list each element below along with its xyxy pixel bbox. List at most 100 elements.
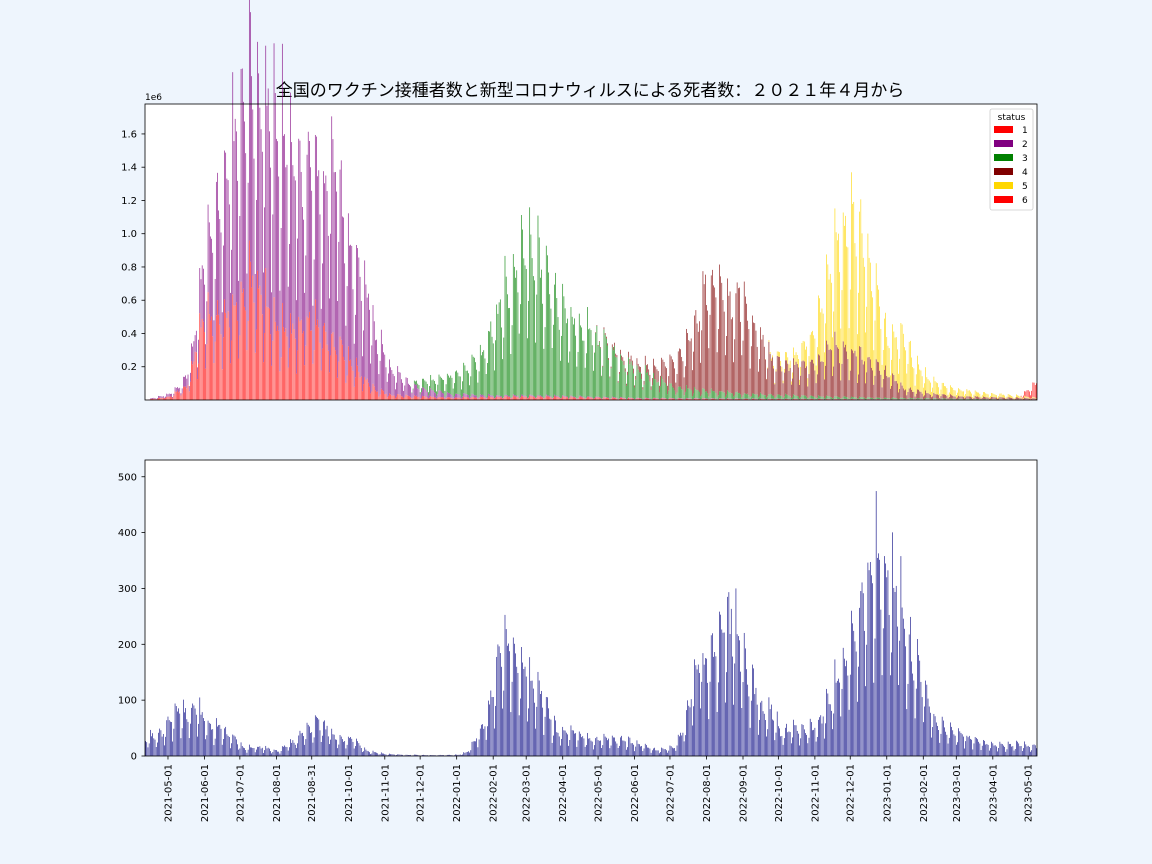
bar-series-1 bbox=[363, 384, 364, 400]
bar-series-2 bbox=[322, 263, 323, 349]
bar-series-1 bbox=[228, 327, 230, 400]
bar-series-deaths bbox=[191, 707, 192, 756]
bar-series-4 bbox=[847, 359, 849, 398]
bar-series-2 bbox=[263, 272, 264, 363]
bar-series-4 bbox=[996, 397, 997, 400]
bar-series-3 bbox=[755, 394, 757, 399]
bar-series-1 bbox=[646, 398, 647, 400]
bar-series-deaths bbox=[959, 731, 961, 756]
bar-series-2 bbox=[476, 395, 478, 398]
bar-series-3 bbox=[550, 308, 552, 397]
bar-series-3 bbox=[596, 325, 598, 397]
bar-series-3 bbox=[795, 395, 797, 399]
bar-series-deaths bbox=[987, 744, 989, 756]
bar-series-1 bbox=[723, 399, 725, 400]
bar-series-1 bbox=[660, 399, 661, 400]
bar-series-4 bbox=[673, 362, 674, 389]
bar-series-3 bbox=[822, 396, 824, 399]
bar-series-3 bbox=[772, 395, 773, 399]
bar-series-2 bbox=[633, 398, 634, 399]
bar-series-3 bbox=[921, 398, 923, 400]
bar-series-1 bbox=[281, 303, 283, 400]
bar-series-2 bbox=[298, 138, 300, 317]
bar-series-deaths bbox=[372, 750, 374, 756]
bar-series-3 bbox=[700, 396, 701, 400]
bar-series-6 bbox=[1026, 390, 1028, 397]
bar-series-deaths bbox=[237, 744, 238, 756]
bar-series-deaths bbox=[920, 681, 922, 756]
bar-series-1 bbox=[475, 397, 476, 400]
bar-series-2 bbox=[195, 330, 197, 353]
bar-series-1 bbox=[593, 398, 594, 400]
bar-series-1 bbox=[522, 396, 523, 400]
bar-series-2 bbox=[520, 397, 521, 398]
bar-series-4 bbox=[755, 330, 757, 395]
bar-series-4 bbox=[596, 325, 598, 326]
bar-series-deaths bbox=[558, 736, 560, 756]
bar-series-2 bbox=[165, 396, 166, 398]
bar-series-4 bbox=[622, 357, 624, 362]
y-tick-label: 1.6 bbox=[121, 129, 137, 140]
bar-series-4 bbox=[748, 329, 750, 396]
bar-series-deaths bbox=[593, 749, 594, 756]
bar-series-2 bbox=[502, 398, 503, 399]
bar-series-4 bbox=[763, 346, 765, 396]
bar-series-deaths bbox=[543, 734, 545, 756]
bar-series-1 bbox=[653, 398, 654, 400]
bar-series-deaths bbox=[505, 629, 507, 756]
bar-series-3 bbox=[497, 313, 499, 396]
bar-series-3 bbox=[809, 395, 811, 399]
bar-series-deaths bbox=[164, 745, 165, 756]
bar-series-1 bbox=[193, 361, 195, 400]
bar-series-2 bbox=[373, 321, 375, 387]
bar-series-1 bbox=[390, 394, 391, 400]
bar-series-1 bbox=[307, 317, 309, 400]
bar-series-deaths bbox=[657, 750, 659, 756]
bar-series-4 bbox=[1030, 399, 1031, 400]
bar-series-4 bbox=[926, 393, 928, 399]
bar-series-3 bbox=[902, 398, 904, 400]
bar-series-1 bbox=[562, 396, 564, 400]
bar-series-5 bbox=[785, 352, 786, 361]
bar-series-5 bbox=[818, 295, 819, 355]
bar-series-deaths bbox=[476, 738, 478, 756]
bar-series-3 bbox=[708, 396, 710, 400]
bar-series-1 bbox=[779, 399, 780, 400]
bar-series-1 bbox=[570, 396, 572, 400]
bar-series-2 bbox=[411, 393, 413, 399]
bar-series-1 bbox=[335, 350, 336, 400]
bar-series-2 bbox=[646, 397, 647, 399]
bar-series-deaths bbox=[247, 749, 249, 756]
bar-series-1 bbox=[395, 398, 396, 400]
bar-series-1 bbox=[292, 323, 294, 400]
bar-series-deaths bbox=[430, 755, 432, 756]
bar-series-deaths bbox=[851, 610, 852, 756]
bar-series-2 bbox=[499, 396, 501, 398]
bar-series-2 bbox=[541, 396, 542, 398]
bar-series-3 bbox=[868, 397, 870, 399]
bar-series-2 bbox=[482, 394, 483, 397]
bar-series-1 bbox=[662, 398, 664, 400]
bar-series-1 bbox=[283, 327, 284, 400]
bar-series-5 bbox=[838, 233, 839, 349]
bar-series-4 bbox=[827, 344, 829, 397]
bar-series-deaths bbox=[488, 700, 489, 756]
bar-series-deaths bbox=[717, 682, 719, 756]
bar-series-6 bbox=[1024, 391, 1025, 396]
bar-series-deaths bbox=[874, 638, 876, 756]
bar-series-2 bbox=[230, 292, 231, 364]
bar-series-deaths bbox=[345, 748, 347, 756]
bar-series-3 bbox=[745, 393, 746, 399]
bar-series-4 bbox=[616, 355, 618, 358]
bar-series-2 bbox=[254, 273, 256, 353]
bar-series-1 bbox=[377, 391, 379, 400]
bar-series-deaths bbox=[479, 728, 481, 756]
bar-series-5 bbox=[914, 385, 916, 397]
bar-series-1 bbox=[505, 396, 507, 400]
bar-series-4 bbox=[879, 370, 880, 398]
bar-series-deaths bbox=[532, 688, 534, 756]
bar-series-1 bbox=[494, 398, 495, 400]
bar-series-5 bbox=[986, 393, 988, 398]
bar-series-2 bbox=[597, 396, 599, 398]
bar-series-deaths bbox=[201, 712, 203, 756]
